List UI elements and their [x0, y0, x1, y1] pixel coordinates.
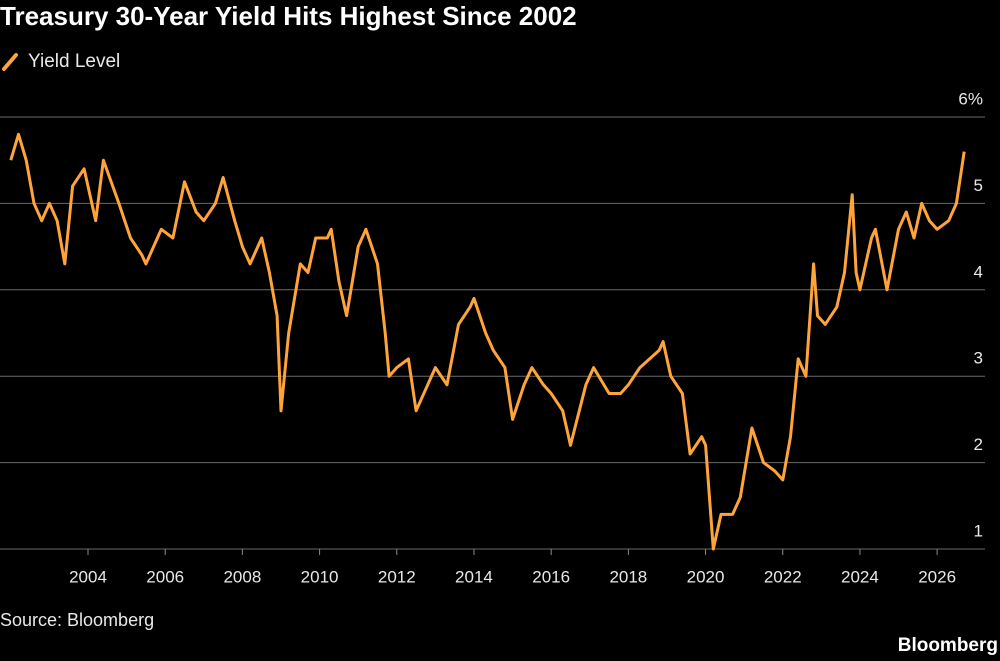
source-note: Source: Bloomberg — [0, 610, 154, 630]
x-tick-label: 2018 — [609, 567, 647, 586]
x-tick-label: 2024 — [841, 567, 879, 586]
yield-line — [9, 132, 966, 551]
y-tick-label: 5 — [974, 176, 983, 195]
brand: Bloomberg — [898, 635, 998, 656]
y-tick-label: 2 — [974, 435, 983, 454]
x-tick-label: 2014 — [455, 567, 493, 586]
x-tick-label: 2026 — [918, 567, 956, 586]
chart-title: Treasury 30-Year Yield Hits Highest Sinc… — [0, 1, 577, 31]
x-tick-label: 2020 — [687, 567, 725, 586]
y-tick-label: 1 — [974, 521, 983, 540]
x-tick-label: 2006 — [146, 567, 184, 586]
y-tick-label: 3 — [974, 349, 983, 368]
x-tick-label: 2010 — [301, 567, 339, 586]
legend-label: Yield Level — [28, 51, 120, 72]
x-tick-label: 2022 — [764, 567, 802, 586]
legend-swatch — [2, 53, 18, 71]
x-tick-label: 2008 — [223, 567, 261, 586]
x-tick-label: 2012 — [378, 567, 416, 586]
x-tick-label: 2004 — [69, 567, 107, 586]
y-tick-label: 4 — [974, 262, 983, 281]
y-tick-label: 6% — [958, 89, 983, 108]
x-tick-label: 2016 — [532, 567, 570, 586]
